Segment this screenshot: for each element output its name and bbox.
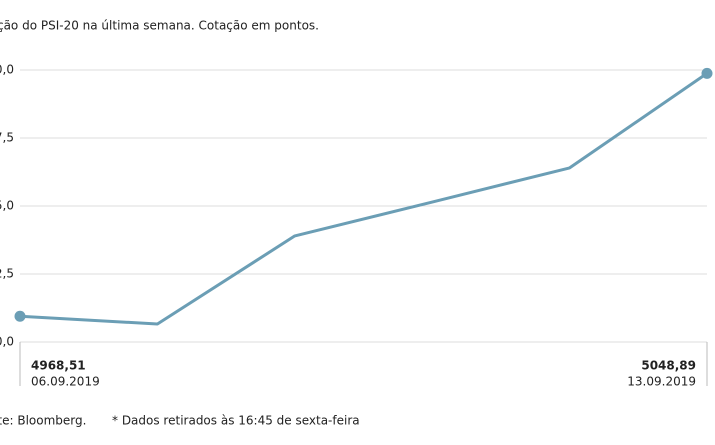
end-point [14, 310, 26, 322]
x-label: 13.09.2019 [627, 375, 696, 389]
value-label: 5048,89 [641, 359, 696, 373]
value-label: 4968,51 [31, 359, 86, 373]
line [19, 72, 708, 326]
end-point [701, 67, 713, 79]
y-tick-label: 5027,5 [0, 131, 14, 145]
x-label: 06.09.2019 [31, 375, 100, 389]
y-tick-label: 5050,0 [0, 63, 14, 77]
source: Fonte: Bloomberg. [0, 414, 86, 428]
note: * Dados retirados às 16:45 de sexta-feir… [112, 414, 360, 428]
chart-title: Evolução do PSI-20 na última semana. Cot… [0, 19, 319, 33]
y-tick-label: 4982,5 [0, 267, 14, 281]
y-tick-label: 4960,0 [0, 335, 14, 349]
y-tick-label: 5005,0 [0, 199, 14, 213]
